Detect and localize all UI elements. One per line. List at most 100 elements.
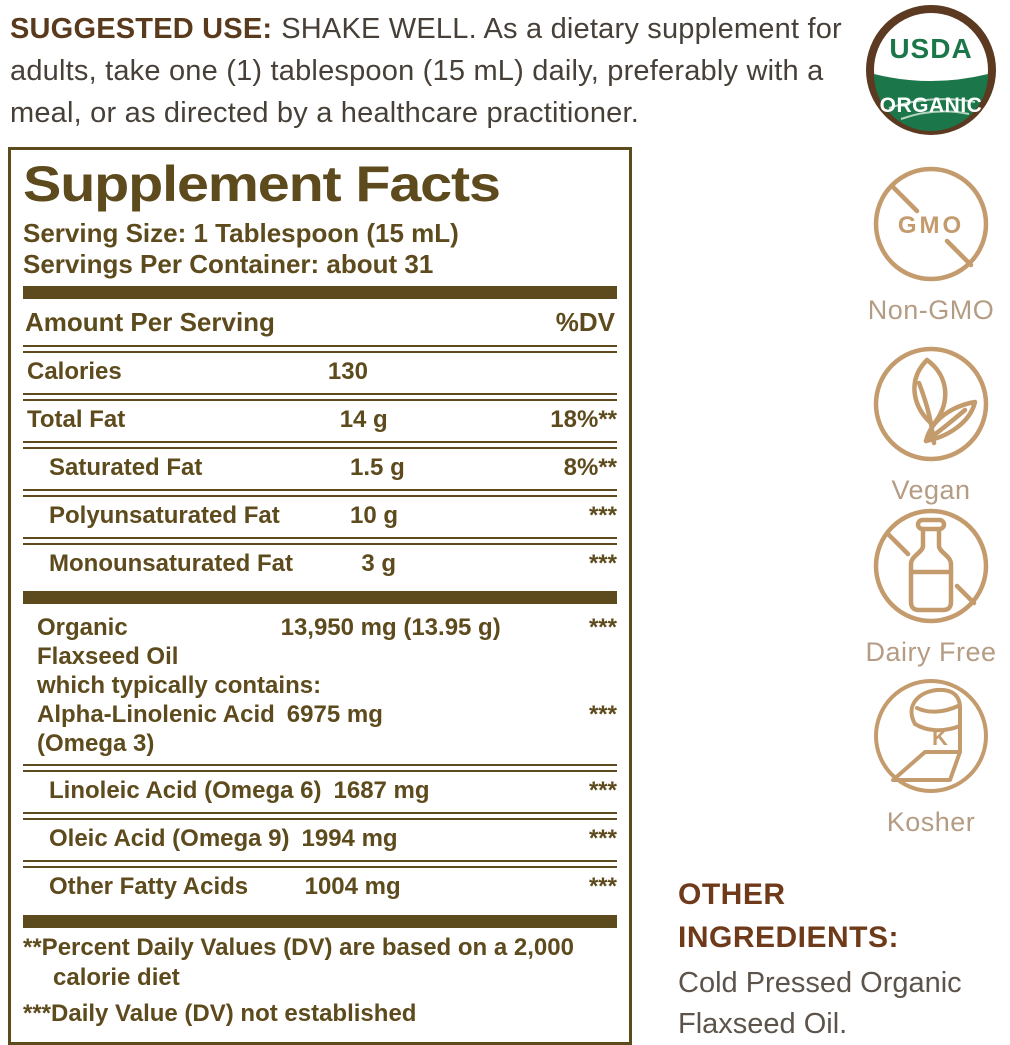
nutrient-dv: 18%**	[550, 406, 617, 434]
divider	[23, 488, 617, 497]
sf-row-line: Flaxseed Oil	[37, 643, 617, 672]
nutrient-amount: 14 g	[339, 406, 388, 434]
nutrient-amount: 130	[327, 358, 368, 386]
suggested-use-label: SUGGESTED USE:	[10, 13, 273, 45]
other-ingredients: OTHER INGREDIENTS: Cold Pressed Organic …	[678, 874, 994, 1044]
sf-row-other-fatty-acids: Other Fatty Acids 1004 mg ***	[23, 868, 617, 908]
nutrient-name: Alpha-Linolenic Acid	[37, 700, 275, 728]
nutrient-name: Polyunsaturated Fat	[49, 501, 280, 529]
sf-rows: Calories 130 Total Fat 14 g 18%** Saturated F…	[23, 353, 617, 928]
nutrient-amount: 1994 mg	[301, 825, 398, 853]
nutrient-amount: 1.5 g	[350, 453, 405, 481]
sf-row-line: Monounsaturated Fat 3 g ***	[49, 550, 617, 579]
nutrient-dv: ***	[588, 700, 617, 728]
nutrient-amount: 1687 mg	[333, 777, 430, 805]
nutrient-name: Linoleic Acid (Omega 6)	[49, 777, 322, 805]
thick-divider	[23, 591, 617, 605]
nutrient-amount: 3 g	[361, 549, 397, 577]
thick-divider	[23, 914, 617, 928]
sf-row-line: (Omega 3)	[37, 730, 617, 759]
thick-divider	[23, 286, 617, 300]
suggested-use-text: SHAKE WELL. As a dietary supplement for …	[10, 13, 842, 130]
other-ingredients-heading: OTHER INGREDIENTS:	[678, 878, 900, 954]
nutrient-dv: ***	[588, 825, 617, 853]
nutrient-name: Organic	[37, 614, 128, 642]
nutrient-amount: 6975 mg	[286, 700, 383, 728]
gmo-text: GMO	[898, 212, 964, 239]
usda-organic-seal-icon: USDA ORGANIC	[866, 5, 996, 135]
divider	[23, 393, 617, 402]
badge-label-kosher: Kosher	[886, 807, 976, 837]
footnote: ***Daily Value (DV) not established	[23, 999, 417, 1027]
divider	[23, 345, 617, 354]
sf-row-line: Organic 13,950 mg (13.95 g) ***	[37, 614, 617, 643]
sf-row-linoleic-acid: Linoleic Acid (Omega 6) 1687 mg ***	[23, 772, 617, 812]
nutrient-name: Other Fatty Acids	[49, 872, 249, 900]
nutrient-name: (Omega 3)	[37, 729, 155, 757]
supplement-facts-title: Supplement Facts	[23, 156, 501, 212]
badge-dairy-free: Dairy Free	[852, 504, 1010, 668]
sf-row-polyunsaturated-fat: Polyunsaturated Fat 10 g ***	[23, 497, 617, 537]
badge-label-non-gmo: Non-GMO	[867, 295, 995, 325]
dv-header-label: %DV	[555, 307, 615, 338]
sf-row-line: Oleic Acid (Omega 9) 1994 mg ***	[49, 825, 617, 854]
usda-text: USDA	[889, 33, 972, 64]
supplement-facts-panel: Supplement Facts Serving Size: 1 Tablesp…	[8, 147, 632, 1045]
amount-per-serving-label: Amount Per Serving	[25, 307, 275, 338]
sf-row-saturated-fat: Saturated Fat 1.5 g 8%**	[23, 449, 617, 489]
sf-row-line: Alpha-Linolenic Acid 6975 mg ***	[37, 701, 617, 730]
badge-vegan: Vegan	[852, 342, 1010, 506]
divider	[23, 812, 617, 821]
sf-row-monounsaturated-fat: Monounsaturated Fat 3 g ***	[23, 545, 617, 585]
nutrient-dv: ***	[588, 777, 617, 805]
sf-row-total-fat: Total Fat 14 g 18%**	[23, 401, 617, 441]
organic-text: ORGANIC	[880, 94, 983, 117]
badge-label-dairy-free: Dairy Free	[865, 637, 997, 667]
divider	[23, 440, 617, 449]
nutrient-dv: ***	[588, 614, 617, 642]
sf-row-line: which typically contains:	[37, 672, 617, 701]
kosher-k-text: K	[932, 725, 948, 750]
nutrient-dv: ***	[588, 501, 617, 529]
sf-row-line: Linoleic Acid (Omega 6) 1687 mg ***	[49, 777, 617, 806]
nutrient-name: Calories	[27, 358, 122, 386]
sf-footnotes: **Percent Daily Values (DV) are based on…	[23, 933, 617, 1029]
sf-row-organic-flaxseed: Organic 13,950 mg (13.95 g) *** Flaxseed Oi…	[23, 609, 617, 764]
sf-row-calories: Calories 130	[23, 353, 617, 393]
nutrient-name: Monounsaturated Fat	[49, 549, 293, 577]
badge-non-gmo: GMO Non-GMO	[852, 162, 1010, 326]
badge-label-vegan: Vegan	[891, 475, 971, 505]
sf-row-line: Total Fat 14 g 18%**	[27, 406, 617, 435]
nutrient-name: Saturated Fat	[49, 453, 203, 481]
sf-row-line: Saturated Fat 1.5 g 8%**	[49, 454, 617, 483]
amount-header-row: Amount Per Serving %DV	[23, 304, 617, 345]
nutrient-dv: ***	[588, 872, 617, 900]
divider	[23, 859, 617, 868]
nutrient-name: Oleic Acid (Omega 9)	[49, 825, 290, 853]
nutrient-name: Total Fat	[27, 406, 126, 434]
serving-size: Serving Size: 1 Tablespoon (15 mL)	[23, 218, 459, 248]
other-ingredients-text: Cold Pressed Organic Flaxseed Oil.	[678, 967, 962, 1040]
sf-row-line: Polyunsaturated Fat 10 g ***	[49, 502, 617, 531]
nutrient-amount: 13,950 mg (13.95 g)	[280, 614, 501, 642]
nutrient-amount: 1004 mg	[304, 872, 401, 900]
nutrient-dv: 8%**	[563, 453, 617, 481]
nutrient-name: Flaxseed Oil	[37, 643, 179, 671]
nutrient-name: which typically contains:	[37, 671, 322, 699]
badge-kosher: K Kosher	[852, 674, 1010, 838]
divider	[23, 536, 617, 545]
sf-row-oleic-acid: Oleic Acid (Omega 9) 1994 mg ***	[23, 820, 617, 860]
sf-row-line: Calories 130	[27, 358, 617, 387]
sf-row-line: Other Fatty Acids 1004 mg ***	[49, 873, 617, 902]
nutrient-amount: 10 g	[350, 501, 399, 529]
divider	[23, 764, 617, 773]
gmo-crossed-icon: GMO	[873, 166, 989, 282]
nutrient-dv: ***	[588, 549, 617, 577]
kosher-parve-icon: K	[874, 679, 988, 793]
footnote: **Percent Daily Values (DV) are based on…	[23, 933, 574, 992]
servings-per-container: Servings Per Container: about 31	[23, 248, 434, 279]
badge-usda-organic: USDA ORGANIC	[852, 4, 1010, 141]
suggested-use: SUGGESTED USE: SHAKE WELL. As a dietary s…	[10, 8, 858, 134]
milk-bottle-crossed-icon	[873, 508, 989, 624]
leaf-icon	[873, 346, 989, 462]
